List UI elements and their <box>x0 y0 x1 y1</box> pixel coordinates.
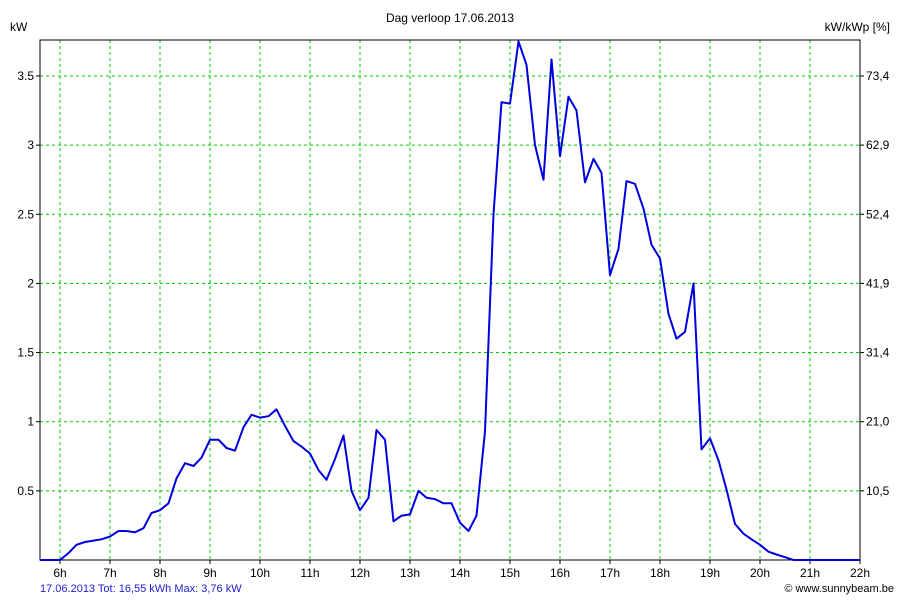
y-tick-label-left: 1 <box>27 415 34 429</box>
y-tick-label-left: 2.5 <box>17 207 34 221</box>
x-tick-label: 22h <box>850 566 870 580</box>
x-tick-label: 10h <box>250 566 270 580</box>
x-tick-label: 17h <box>600 566 620 580</box>
x-tick-label: 7h <box>103 566 116 580</box>
x-tick-label: 18h <box>650 566 670 580</box>
power-line <box>40 40 860 561</box>
chart-title: Dag verloop 17.06.2013 <box>385 11 515 25</box>
y-axis-label-right: kW/kWp [%] <box>824 20 890 34</box>
y-tick-label-left: 3.5 <box>17 69 34 83</box>
x-tick-label: 13h <box>400 566 420 580</box>
x-tick-label: 14h <box>450 566 470 580</box>
y-tick-label-left: 3 <box>27 138 34 152</box>
y-tick-label-left: 1.5 <box>17 346 34 360</box>
x-tick-label: 20h <box>750 566 770 580</box>
y-tick-label-right: 62,9 <box>866 138 890 152</box>
y-tick-label-right: 31,4 <box>866 346 890 360</box>
grid <box>40 40 860 560</box>
plot-frame <box>39 39 861 561</box>
y-tick-label-right: 21,0 <box>866 415 890 429</box>
y-tick-label-right: 73,4 <box>866 69 890 83</box>
tick-labels: 6h 7h 8h 9h 10h 11h 12h 13h 14h 15h 16h 17h 18h 19h 20… <box>17 69 889 580</box>
x-tick-label: 12h <box>350 566 370 580</box>
x-tick-label: 21h <box>800 566 820 580</box>
y-tick-label-left: 2 <box>27 276 34 290</box>
x-tick-label: 19h <box>700 566 720 580</box>
credit-text: © www.sunnybeam.be <box>784 583 894 595</box>
y-tick-label-right: 10,5 <box>866 484 890 498</box>
axes <box>36 39 864 564</box>
x-tick-label: 6h <box>53 566 66 580</box>
y-tick-label-left: 0.5 <box>17 484 34 498</box>
x-tick-label: 11h <box>300 566 319 580</box>
y-tick-label-right: 41,9 <box>866 276 890 290</box>
y-axis-label-left: kW <box>10 20 28 34</box>
x-tick-label: 8h <box>153 566 166 580</box>
x-tick-label: 15h <box>500 566 520 580</box>
x-tick-label: 9h <box>203 566 216 580</box>
daily-summary: 17.06.2013 Tot: 16,55 kWh Max: 3,76 kW <box>40 583 242 595</box>
y-tick-label-right: 52,4 <box>866 207 890 221</box>
x-tick-label: 16h <box>550 566 570 580</box>
series <box>40 40 860 561</box>
